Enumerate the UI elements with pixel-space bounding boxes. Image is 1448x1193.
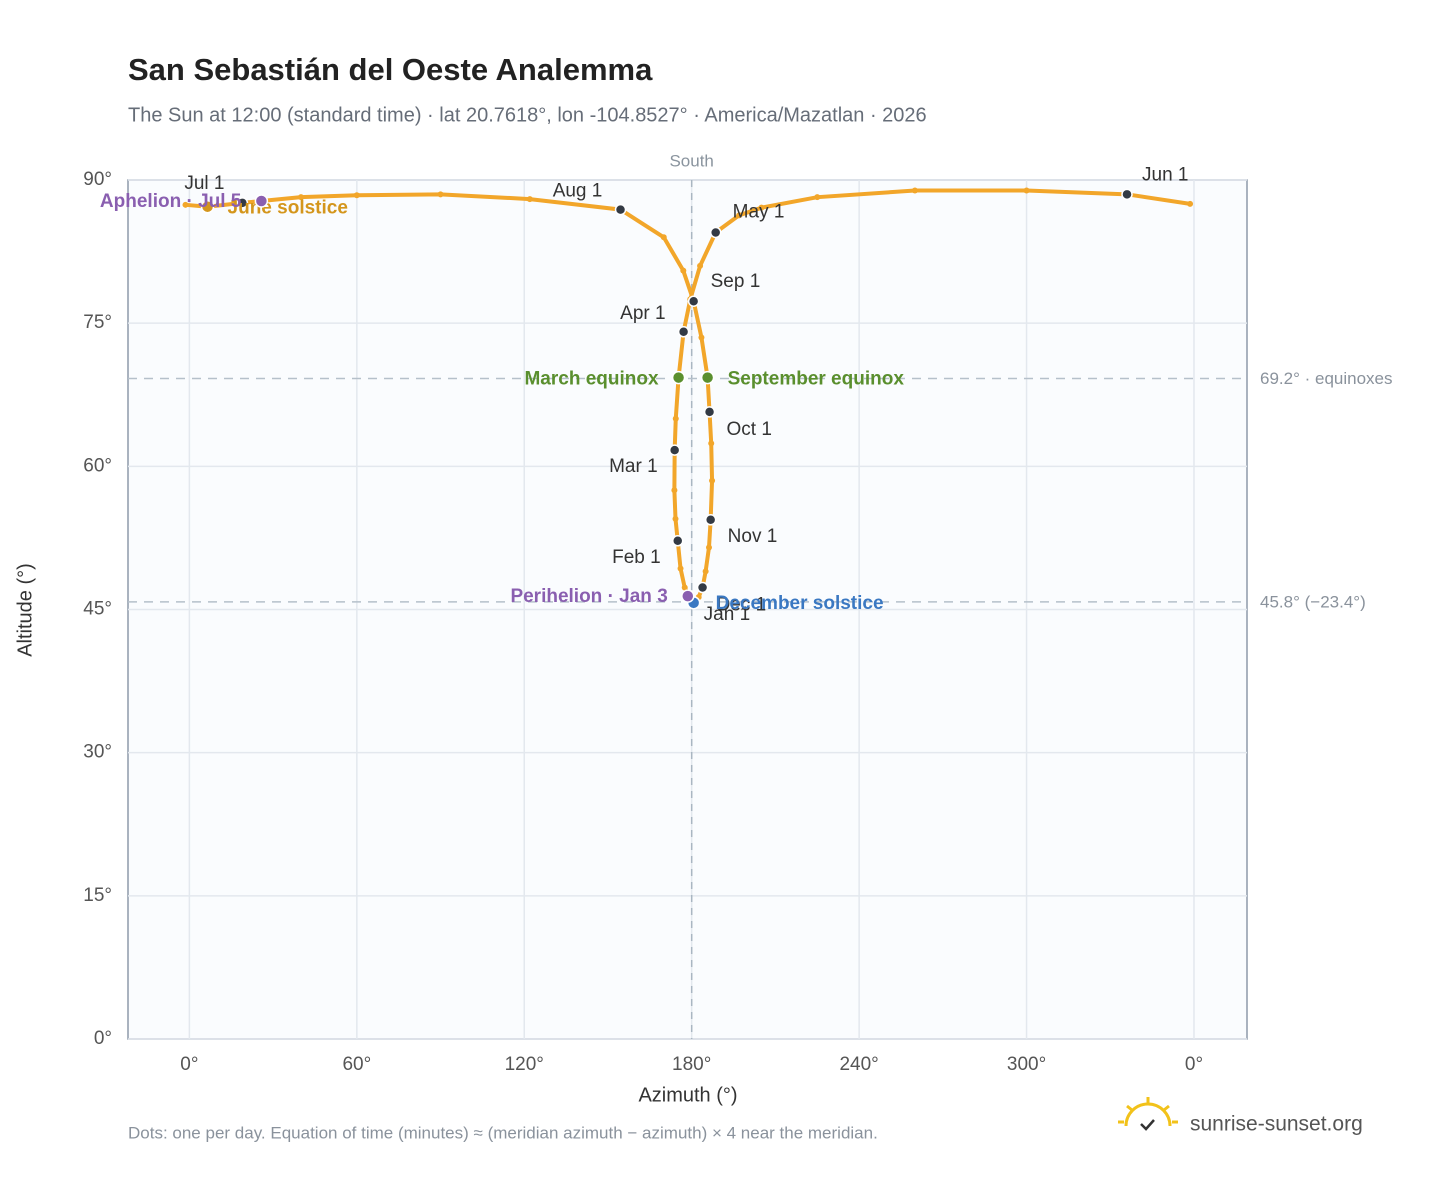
marker-label: December solstice bbox=[716, 593, 884, 614]
daily-dot bbox=[911, 187, 918, 194]
daily-dot bbox=[709, 477, 716, 484]
daily-dot bbox=[681, 584, 688, 591]
marker-label: Nov 1 bbox=[728, 526, 778, 547]
daily-dot bbox=[437, 191, 444, 198]
daily-dot bbox=[1023, 187, 1030, 194]
daily-dot bbox=[672, 515, 679, 522]
reference-label: 45.8° (−23.4°) bbox=[1260, 592, 1366, 611]
daily-dot bbox=[298, 194, 305, 201]
daily-dot bbox=[736, 212, 743, 219]
daily-dot bbox=[697, 262, 704, 269]
x-tick-label: 240° bbox=[839, 1054, 878, 1075]
marker-label: Jul 1 bbox=[184, 173, 224, 194]
marker-label: Jun 1 bbox=[1142, 164, 1188, 185]
marker-dot bbox=[668, 444, 681, 456]
x-tick-label: 120° bbox=[505, 1054, 544, 1075]
y-tick-label: 75° bbox=[83, 312, 112, 333]
y-tick-label: 60° bbox=[83, 455, 112, 476]
marker-dot bbox=[614, 203, 627, 216]
marker-dot bbox=[236, 197, 249, 209]
marker-label: Sep 1 bbox=[711, 271, 761, 292]
x-tick-label: 0° bbox=[1185, 1054, 1203, 1075]
y-tick-label: 45° bbox=[83, 599, 112, 620]
marker-dot bbox=[200, 199, 215, 214]
x-tick-label: 0° bbox=[180, 1054, 198, 1075]
y-axis-label: Altitude (°) bbox=[14, 563, 36, 657]
daily-dot bbox=[705, 544, 712, 551]
meridian-label: South bbox=[669, 151, 713, 170]
daily-dot bbox=[1187, 200, 1194, 207]
marker-label: Aug 1 bbox=[553, 181, 603, 202]
marker-label: Oct 1 bbox=[727, 419, 772, 440]
marker-dot bbox=[1121, 188, 1133, 201]
daily-dot bbox=[672, 415, 679, 422]
footnote: Dots: one per day. Equation of time (min… bbox=[128, 1123, 878, 1142]
brand-logo bbox=[1118, 1097, 1178, 1131]
brand-name: sunrise-sunset.org bbox=[1190, 1113, 1363, 1136]
x-tick-label: 300° bbox=[1007, 1054, 1046, 1075]
marker-label: May 1 bbox=[733, 202, 785, 223]
chart-title: San Sebastián del Oeste Analemma bbox=[128, 52, 653, 87]
marker-label: Jan 1 bbox=[704, 604, 750, 625]
daily-dot bbox=[698, 334, 705, 341]
marker-dot bbox=[687, 295, 700, 307]
marker-label: Feb 1 bbox=[612, 547, 661, 568]
daily-dot bbox=[182, 201, 189, 208]
marker-label: Aphelion · Jul 5 bbox=[100, 191, 242, 212]
marker-label: March equinox bbox=[524, 369, 659, 390]
marker-dot bbox=[709, 226, 722, 239]
y-tick-label: 0° bbox=[94, 1028, 112, 1049]
x-tick-label: 60° bbox=[342, 1054, 371, 1075]
y-tick-label: 90° bbox=[83, 169, 112, 190]
daily-dot bbox=[702, 568, 709, 575]
daily-dot bbox=[671, 487, 678, 494]
marker-dot bbox=[700, 370, 715, 385]
daily-dot bbox=[680, 267, 687, 274]
marker-label: Perihelion · Jan 3 bbox=[510, 586, 667, 607]
daily-dot bbox=[708, 440, 715, 447]
y-tick-label: 30° bbox=[83, 742, 112, 763]
daily-dot bbox=[660, 234, 667, 241]
daily-dot bbox=[353, 192, 360, 199]
chart-subtitle: The Sun at 12:00 (standard time) · lat 2… bbox=[128, 104, 927, 126]
daily-dot bbox=[526, 196, 533, 203]
marker-label: Dec 1 bbox=[717, 595, 767, 616]
y-tick-label: 15° bbox=[83, 885, 112, 906]
marker-dot bbox=[671, 370, 686, 385]
daily-dot bbox=[758, 204, 765, 211]
marker-dot bbox=[696, 581, 709, 594]
marker-label: Mar 1 bbox=[609, 456, 658, 477]
daily-dot bbox=[814, 194, 821, 201]
marker-dot bbox=[677, 326, 690, 338]
marker-label: September equinox bbox=[728, 369, 905, 390]
marker-dot bbox=[671, 535, 684, 547]
marker-dot bbox=[703, 406, 716, 418]
x-tick-label: 180° bbox=[672, 1054, 711, 1075]
marker-dot bbox=[254, 194, 269, 208]
marker-dot bbox=[681, 589, 695, 603]
marker-dot bbox=[704, 514, 717, 526]
x-axis-label: Azimuth (°) bbox=[638, 1084, 737, 1106]
marker-label: June solstice bbox=[228, 198, 348, 219]
daily-dot bbox=[677, 565, 684, 572]
marker-label: Apr 1 bbox=[620, 303, 665, 324]
reference-label: 69.2° · equinoxes bbox=[1260, 369, 1393, 388]
